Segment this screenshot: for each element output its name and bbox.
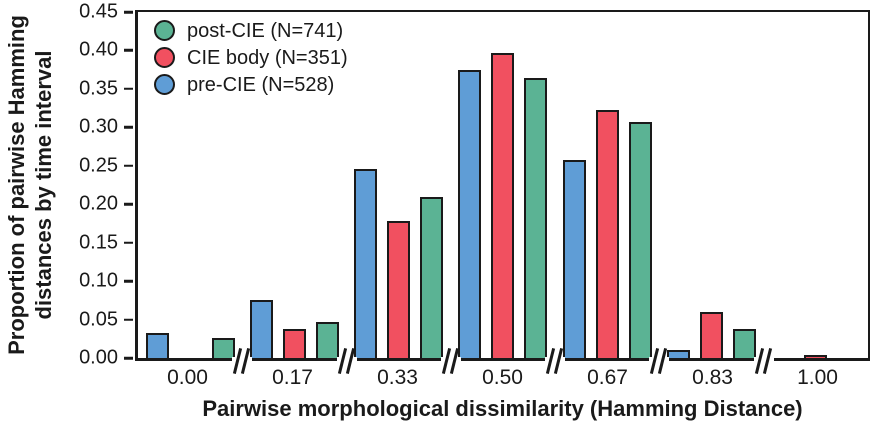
bar-group-1.00 [764,12,868,358]
legend-row: post-CIE (N=741) [154,17,348,44]
y-tick-mark [124,202,133,206]
y-tick-mark [124,241,133,244]
y-tick-label: 0.10 [79,269,118,292]
bar-post-CIE-0.50 [524,78,548,358]
axis-break-gap [336,357,357,363]
bar-post-CIE-0.33 [420,196,444,358]
bar-pre-CIE-0.00 [145,332,169,358]
legend-marker-circle-icon [154,74,175,95]
legend-label: pre-CIE (N=528) [187,73,335,96]
bar-CIE-0.33 [387,221,411,358]
y-tick-mark [124,49,133,52]
y-tick-label: 0.20 [79,192,118,215]
y-tick-label: 0.30 [79,115,118,138]
bar-post-CIE-0.67 [628,121,652,358]
bars-layer [138,12,868,358]
x-tick-label: 0.67 [587,366,628,389]
x-tick-label: 0.00 [167,366,208,389]
legend-marker-circle-icon [154,47,175,68]
axis-break-gap [232,357,253,363]
y-tick-mark [124,126,133,129]
y-tick-mark [124,356,133,360]
y-axis: 0.45 0.40 0.35 0.30 0.25 0.20 0.15 0.10 0.05 0.00 [0,2,133,368]
legend-label: post-CIE (N=741) [187,19,344,42]
bar-pre-CIE-0.33 [354,168,378,358]
legend-label: CIE body (N=351) [187,46,348,69]
bar-group-0.67 [555,12,659,358]
bar-post-CIE-0.83 [733,328,757,358]
bar-CIE-0.17 [282,328,306,358]
legend-marker-circle-icon [154,20,175,41]
bar-CIE-0.50 [491,52,515,358]
legend-row: pre-CIE (N=528) [154,71,348,98]
y-tick-mark [124,10,133,14]
x-axis-title: Pairwise morphological dissimilarity (Ha… [202,396,803,421]
x-tick-label: 0.33 [377,366,418,389]
axis-break-gap [649,357,670,363]
y-tick-label: 0.05 [79,308,118,331]
plot-area: post-CIE (N=741) CIE body (N=351) pre-CIE … [135,10,870,374]
y-tick-mark [124,318,133,321]
bar-pre-CIE-0.17 [249,299,273,358]
x-tick-label: 0.17 [272,366,313,389]
bar-group-0.83 [659,12,763,358]
y-tick-label: 0.25 [79,154,118,177]
bar-group-0.17 [242,12,346,358]
axis-break-gap [753,357,774,363]
y-tick-label: 0.35 [79,77,118,100]
axis-break-gap [440,357,461,363]
x-axis-break-mark [753,348,774,374]
x-axis-break-mark [336,348,357,374]
bar-post-CIE-0.00 [211,338,235,358]
y-tick-label: 0.45 [79,0,118,23]
y-tick-label: 0.15 [79,231,118,254]
y-tick-mark [124,164,133,168]
x-axis-break-mark [440,348,461,374]
bar-group-0.00 [138,12,242,358]
x-tick-label: 1.00 [797,366,838,389]
plot-inner: post-CIE (N=741) CIE body (N=351) pre-CIE … [138,12,868,374]
x-axis-break-mark [545,348,566,374]
bar-group-0.50 [451,12,555,358]
legend-row: CIE body (N=351) [154,44,348,71]
bar-pre-CIE-0.83 [667,350,691,358]
bar-pre-CIE-0.67 [562,160,586,358]
x-tick-label: 0.83 [692,366,733,389]
axis-break-gap [545,357,566,363]
y-tick-mark [124,279,133,283]
y-tick-mark [124,87,133,91]
y-tick-label: 0.40 [79,39,118,62]
legend: post-CIE (N=741) CIE body (N=351) pre-CIE … [154,17,348,98]
bar-pre-CIE-0.50 [458,70,482,358]
bar-CIE-0.67 [595,110,619,358]
x-tick-label: 0.50 [482,366,523,389]
y-tick-label: 0.00 [79,346,118,369]
x-tick-labels: 0.00 0.17 0.33 0.50 0.67 0.83 1.00 [135,366,870,392]
x-axis-break-mark [649,348,670,374]
bar-group-0.33 [347,12,451,358]
bar-CIE-0.83 [700,311,724,358]
x-axis-break-mark [232,348,253,374]
bar-CIE-1.00 [804,354,828,358]
bar-post-CIE-0.17 [315,321,339,358]
